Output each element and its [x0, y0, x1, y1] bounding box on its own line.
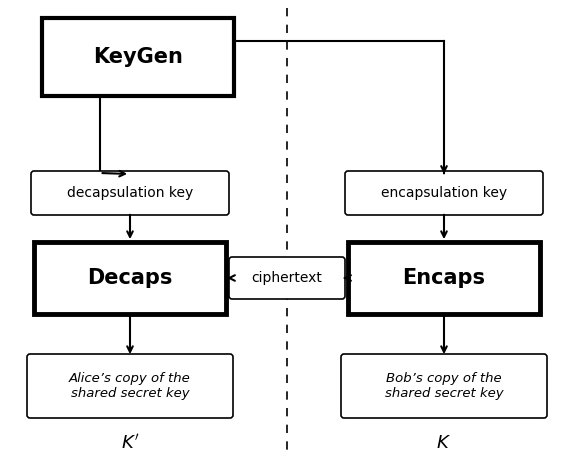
Text: ciphertext: ciphertext [251, 271, 323, 285]
Text: Alice’s copy of the
shared secret key: Alice’s copy of the shared secret key [69, 372, 191, 400]
FancyBboxPatch shape [31, 171, 229, 215]
Bar [42, 18, 234, 96]
Text: $K$: $K$ [436, 434, 452, 452]
Text: encapsulation key: encapsulation key [381, 186, 507, 200]
FancyBboxPatch shape [345, 171, 543, 215]
Text: $K'$: $K'$ [121, 433, 139, 453]
Text: Encaps: Encaps [402, 268, 486, 288]
FancyBboxPatch shape [229, 257, 345, 299]
Text: decapsulation key: decapsulation key [67, 186, 193, 200]
Text: Bob’s copy of the
shared secret key: Bob’s copy of the shared secret key [385, 372, 503, 400]
FancyBboxPatch shape [341, 354, 547, 418]
Bar [34, 242, 226, 314]
Bar [348, 242, 540, 314]
Text: Decaps: Decaps [87, 268, 173, 288]
Text: KeyGen: KeyGen [93, 47, 183, 67]
FancyBboxPatch shape [27, 354, 233, 418]
